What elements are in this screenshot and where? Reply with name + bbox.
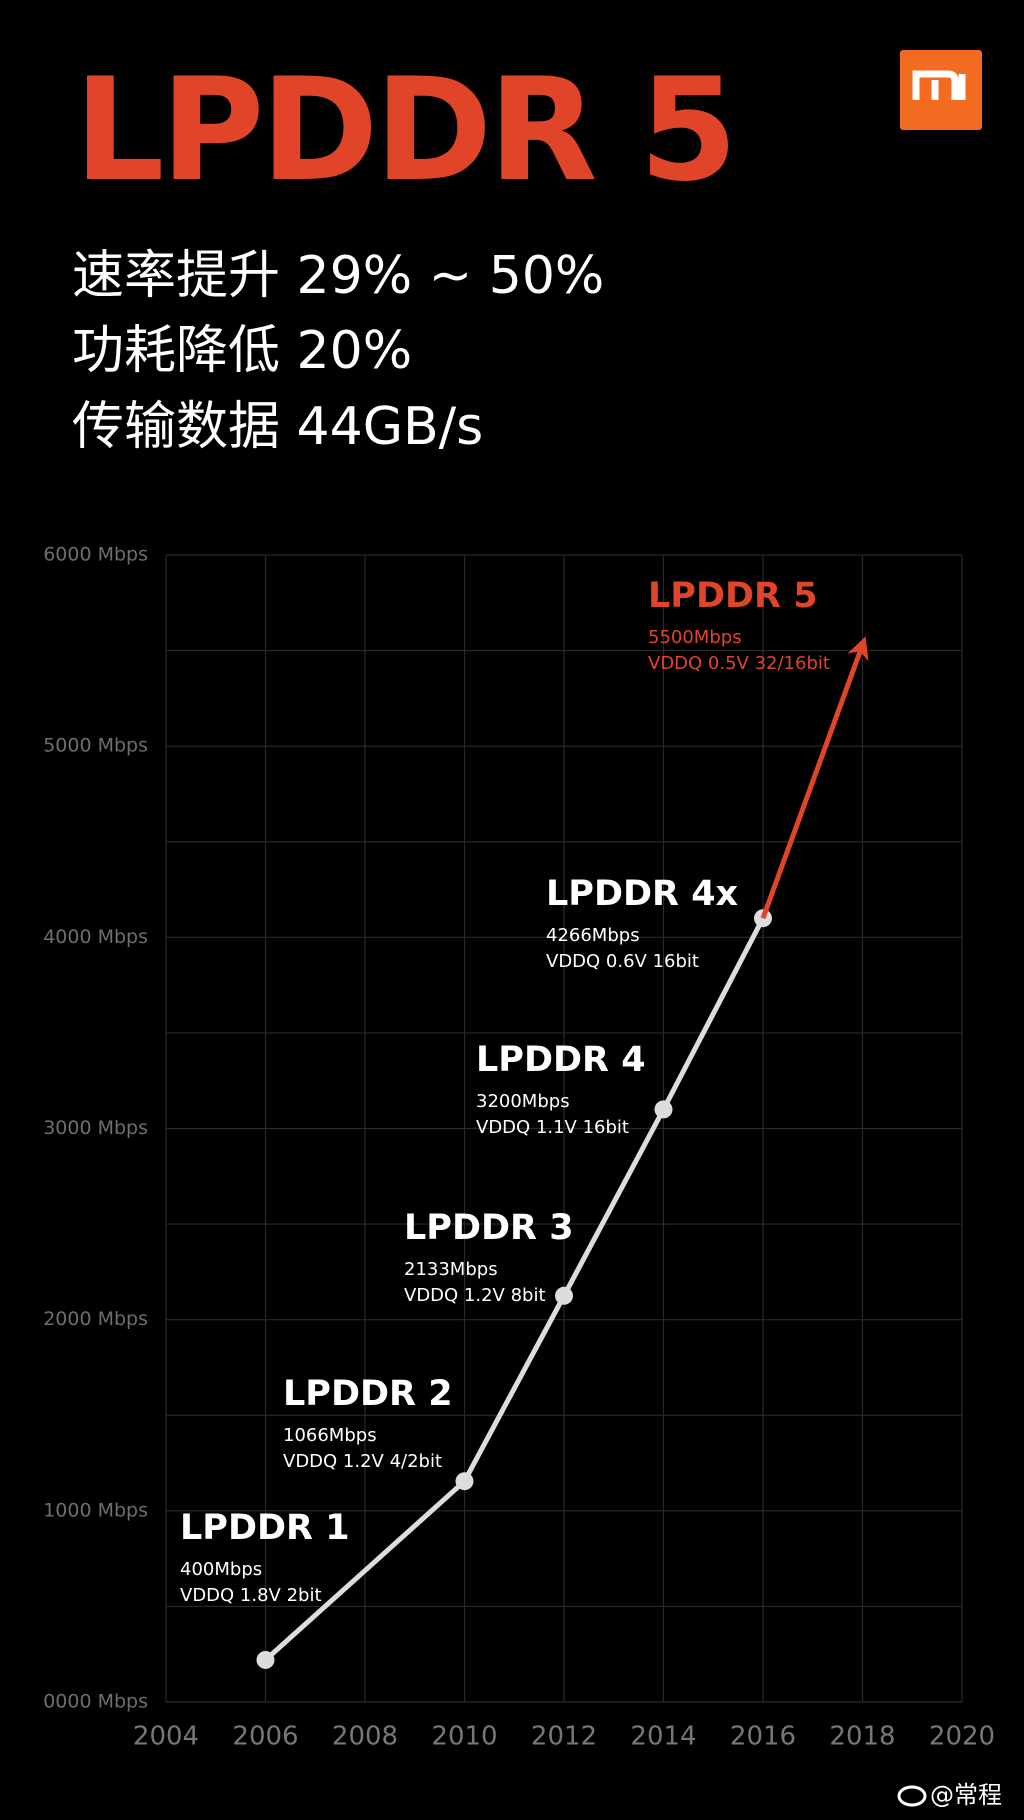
annotation-title: LPDDR 1 xyxy=(180,1508,350,1548)
x-tick-label: 2012 xyxy=(531,1722,597,1752)
x-tick-label: 2020 xyxy=(929,1722,995,1752)
weibo-icon xyxy=(897,1785,927,1807)
y-tick-label: 5000 Mbps xyxy=(43,735,148,757)
y-tick-label: 6000 Mbps xyxy=(43,544,148,566)
annotation-line: VDDQ 0.5V 32/16bit xyxy=(648,653,830,674)
subtitle-line: 传输数据 44GB/s xyxy=(72,397,483,457)
y-tick-label: 0000 Mbps xyxy=(43,1691,148,1713)
annotation-line: VDDQ 1.2V 8bit xyxy=(404,1285,546,1306)
data-point xyxy=(455,1472,474,1491)
annotation-line: VDDQ 1.2V 4/2bit xyxy=(283,1451,442,1472)
x-tick-label: 2018 xyxy=(829,1722,895,1752)
annotation-line: 400Mbps xyxy=(180,1559,262,1580)
subtitle-line: 速率提升 29% ~ 50% xyxy=(72,246,604,306)
x-tick-label: 2004 xyxy=(133,1722,199,1752)
subtitle-line: 功耗降低 20% xyxy=(72,321,412,381)
annotation-title: LPDDR 4x xyxy=(546,874,739,914)
logo xyxy=(900,50,982,130)
annotation-line: 1066Mbps xyxy=(283,1425,377,1446)
x-tick-label: 2008 xyxy=(332,1722,398,1752)
x-tick-label: 2006 xyxy=(232,1722,298,1752)
y-tick-label: 4000 Mbps xyxy=(43,926,148,948)
y-tick-label: 2000 Mbps xyxy=(43,1308,148,1330)
y-tick-label: 3000 Mbps xyxy=(43,1117,148,1139)
annotation-line: VDDQ 0.6V 16bit xyxy=(546,951,699,972)
annotation-title: LPDDR 4 xyxy=(476,1040,646,1080)
annotation-line: VDDQ 1.1V 16bit xyxy=(476,1117,629,1138)
annotation-line: 2133Mbps xyxy=(404,1259,498,1280)
annotation-line: 3200Mbps xyxy=(476,1091,570,1112)
data-line xyxy=(760,636,869,920)
annotation-line: 5500Mbps xyxy=(648,627,742,648)
x-tick-label: 2010 xyxy=(431,1722,497,1752)
data-point xyxy=(654,1100,673,1119)
watermark: @常程 xyxy=(930,1781,1002,1809)
data-point xyxy=(555,1286,573,1305)
annotation-line: 4266Mbps xyxy=(546,925,640,946)
x-tick-label: 2014 xyxy=(630,1722,696,1752)
annotation-title: LPDDR 2 xyxy=(283,1374,453,1414)
page-title: LPDDR 5 xyxy=(74,48,734,213)
annotation-title: LPDDR 5 xyxy=(648,576,818,616)
data-point xyxy=(256,1650,275,1669)
annotation-title: LPDDR 3 xyxy=(404,1208,574,1248)
x-tick-label: 2016 xyxy=(730,1722,796,1752)
y-tick-label: 1000 Mbps xyxy=(43,1499,148,1521)
annotation-line: VDDQ 1.8V 2bit xyxy=(180,1585,322,1606)
